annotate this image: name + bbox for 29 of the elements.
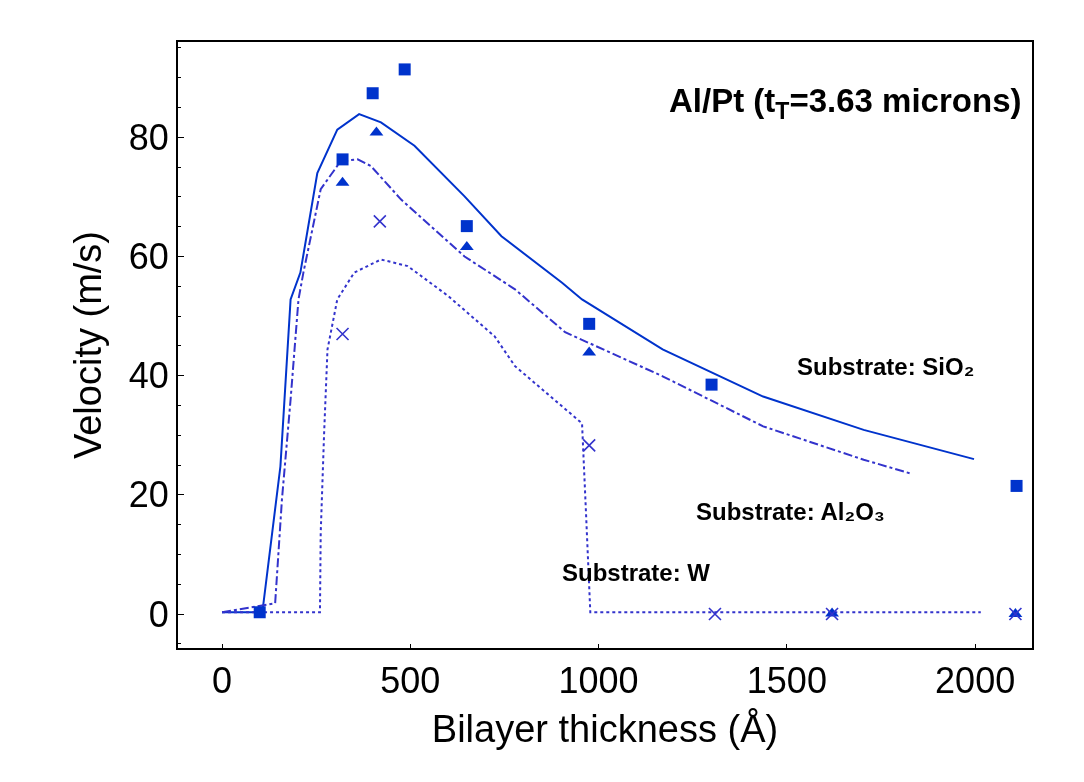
point xyxy=(373,214,387,229)
x-tick-label: 500 xyxy=(380,660,441,702)
y-tick-label: 80 xyxy=(128,116,169,158)
x-tick-label: 1000 xyxy=(558,660,639,702)
point xyxy=(582,438,596,453)
y-axis-title: Velocity (m/s) xyxy=(67,230,110,460)
point xyxy=(825,607,839,621)
point xyxy=(366,87,379,100)
x-axis-title: Bilayer thickness (Å) xyxy=(431,706,779,750)
x-tick-label: 0 xyxy=(212,660,233,702)
point xyxy=(583,317,596,330)
series-label: Substrate: SiO₂ xyxy=(797,353,975,380)
y-tick-label: 0 xyxy=(148,593,169,635)
y-tick-label: 20 xyxy=(128,474,169,516)
x-tick-label: 2000 xyxy=(935,660,1016,702)
point xyxy=(1010,479,1023,492)
series-label: Substrate: W xyxy=(562,559,711,586)
x-tick-label: 1500 xyxy=(746,660,827,702)
y-tick-label: 40 xyxy=(128,355,169,397)
text: Al/Pt (t$_{T}$=3.63 microns) xyxy=(669,82,1022,124)
point xyxy=(335,327,350,341)
point xyxy=(708,607,722,621)
point xyxy=(398,63,411,76)
point xyxy=(336,153,349,166)
point xyxy=(705,378,718,391)
y-tick-label: 60 xyxy=(128,236,169,278)
series-label: Substrate: Al₂O₃ xyxy=(696,498,885,525)
point xyxy=(253,606,266,619)
point xyxy=(460,220,473,233)
